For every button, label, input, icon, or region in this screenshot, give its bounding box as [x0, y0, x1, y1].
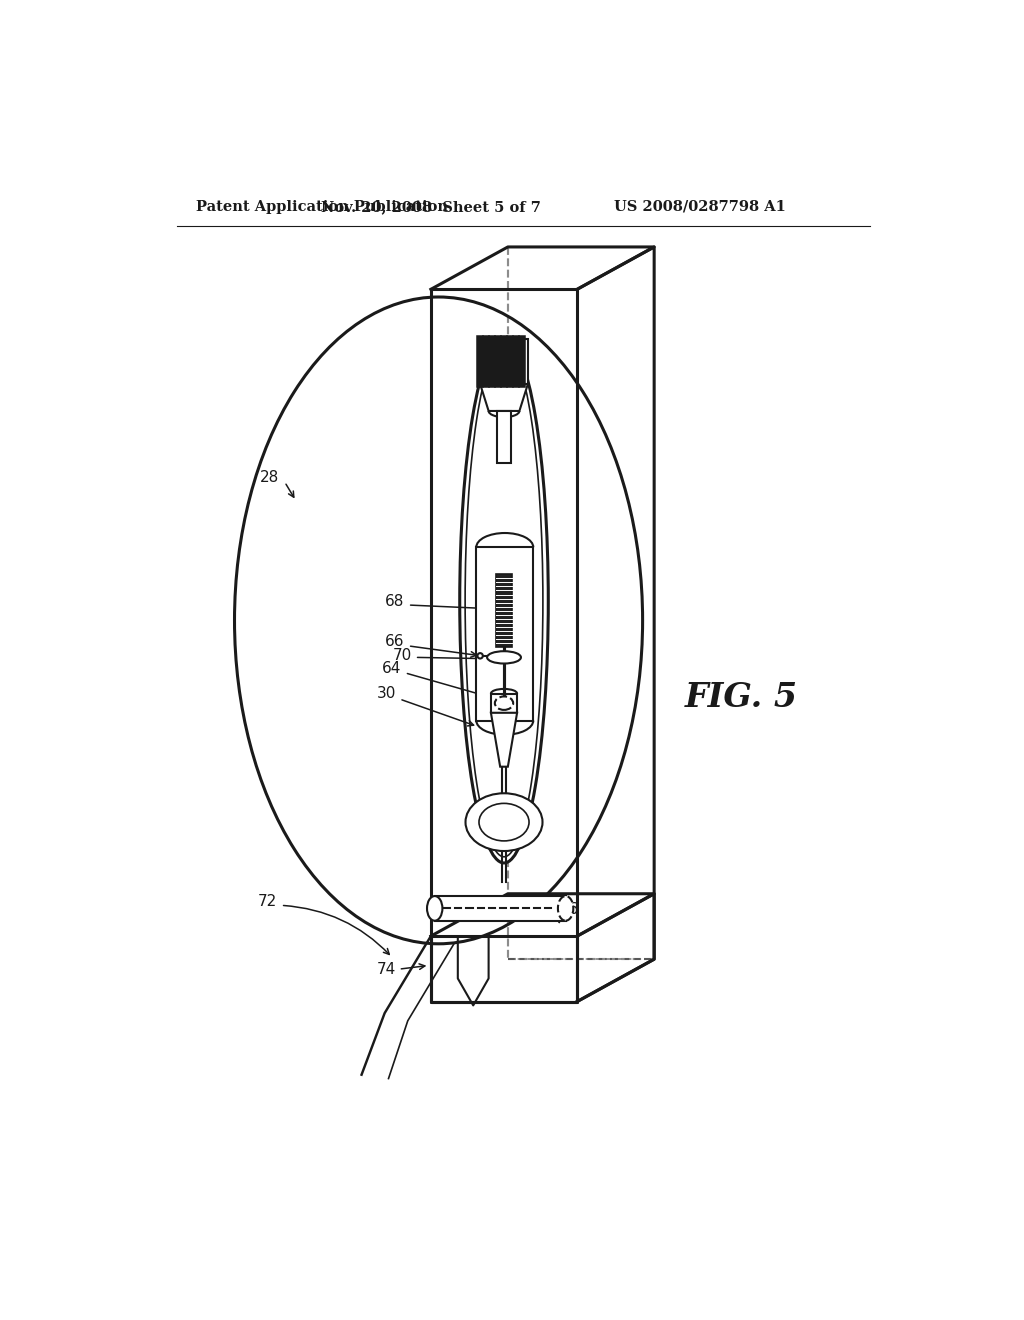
- Text: 72: 72: [258, 894, 276, 909]
- Ellipse shape: [466, 793, 543, 851]
- Bar: [480, 339, 528, 384]
- Ellipse shape: [460, 339, 548, 863]
- Ellipse shape: [558, 896, 573, 921]
- Circle shape: [477, 653, 483, 659]
- Text: 28: 28: [260, 470, 280, 486]
- Text: 26: 26: [560, 902, 580, 916]
- Text: 70: 70: [392, 648, 412, 663]
- Text: 74: 74: [377, 962, 396, 977]
- Text: 68: 68: [385, 594, 404, 610]
- Polygon shape: [490, 713, 517, 767]
- Text: Patent Application Publication: Patent Application Publication: [196, 199, 449, 214]
- Bar: [476, 548, 534, 721]
- Text: 30: 30: [377, 686, 396, 701]
- Text: FIG. 5: FIG. 5: [685, 681, 798, 714]
- Polygon shape: [480, 384, 528, 411]
- Bar: [480, 339, 528, 384]
- Ellipse shape: [487, 651, 521, 664]
- Bar: [497, 411, 511, 462]
- Bar: [435, 896, 565, 921]
- Text: 64: 64: [382, 660, 401, 676]
- Bar: [490, 693, 517, 713]
- Ellipse shape: [427, 896, 442, 921]
- Text: Nov. 20, 2008  Sheet 5 of 7: Nov. 20, 2008 Sheet 5 of 7: [321, 199, 541, 214]
- Text: US 2008/0287798 A1: US 2008/0287798 A1: [614, 199, 786, 214]
- Bar: [496, 574, 512, 647]
- Text: 66: 66: [385, 635, 404, 649]
